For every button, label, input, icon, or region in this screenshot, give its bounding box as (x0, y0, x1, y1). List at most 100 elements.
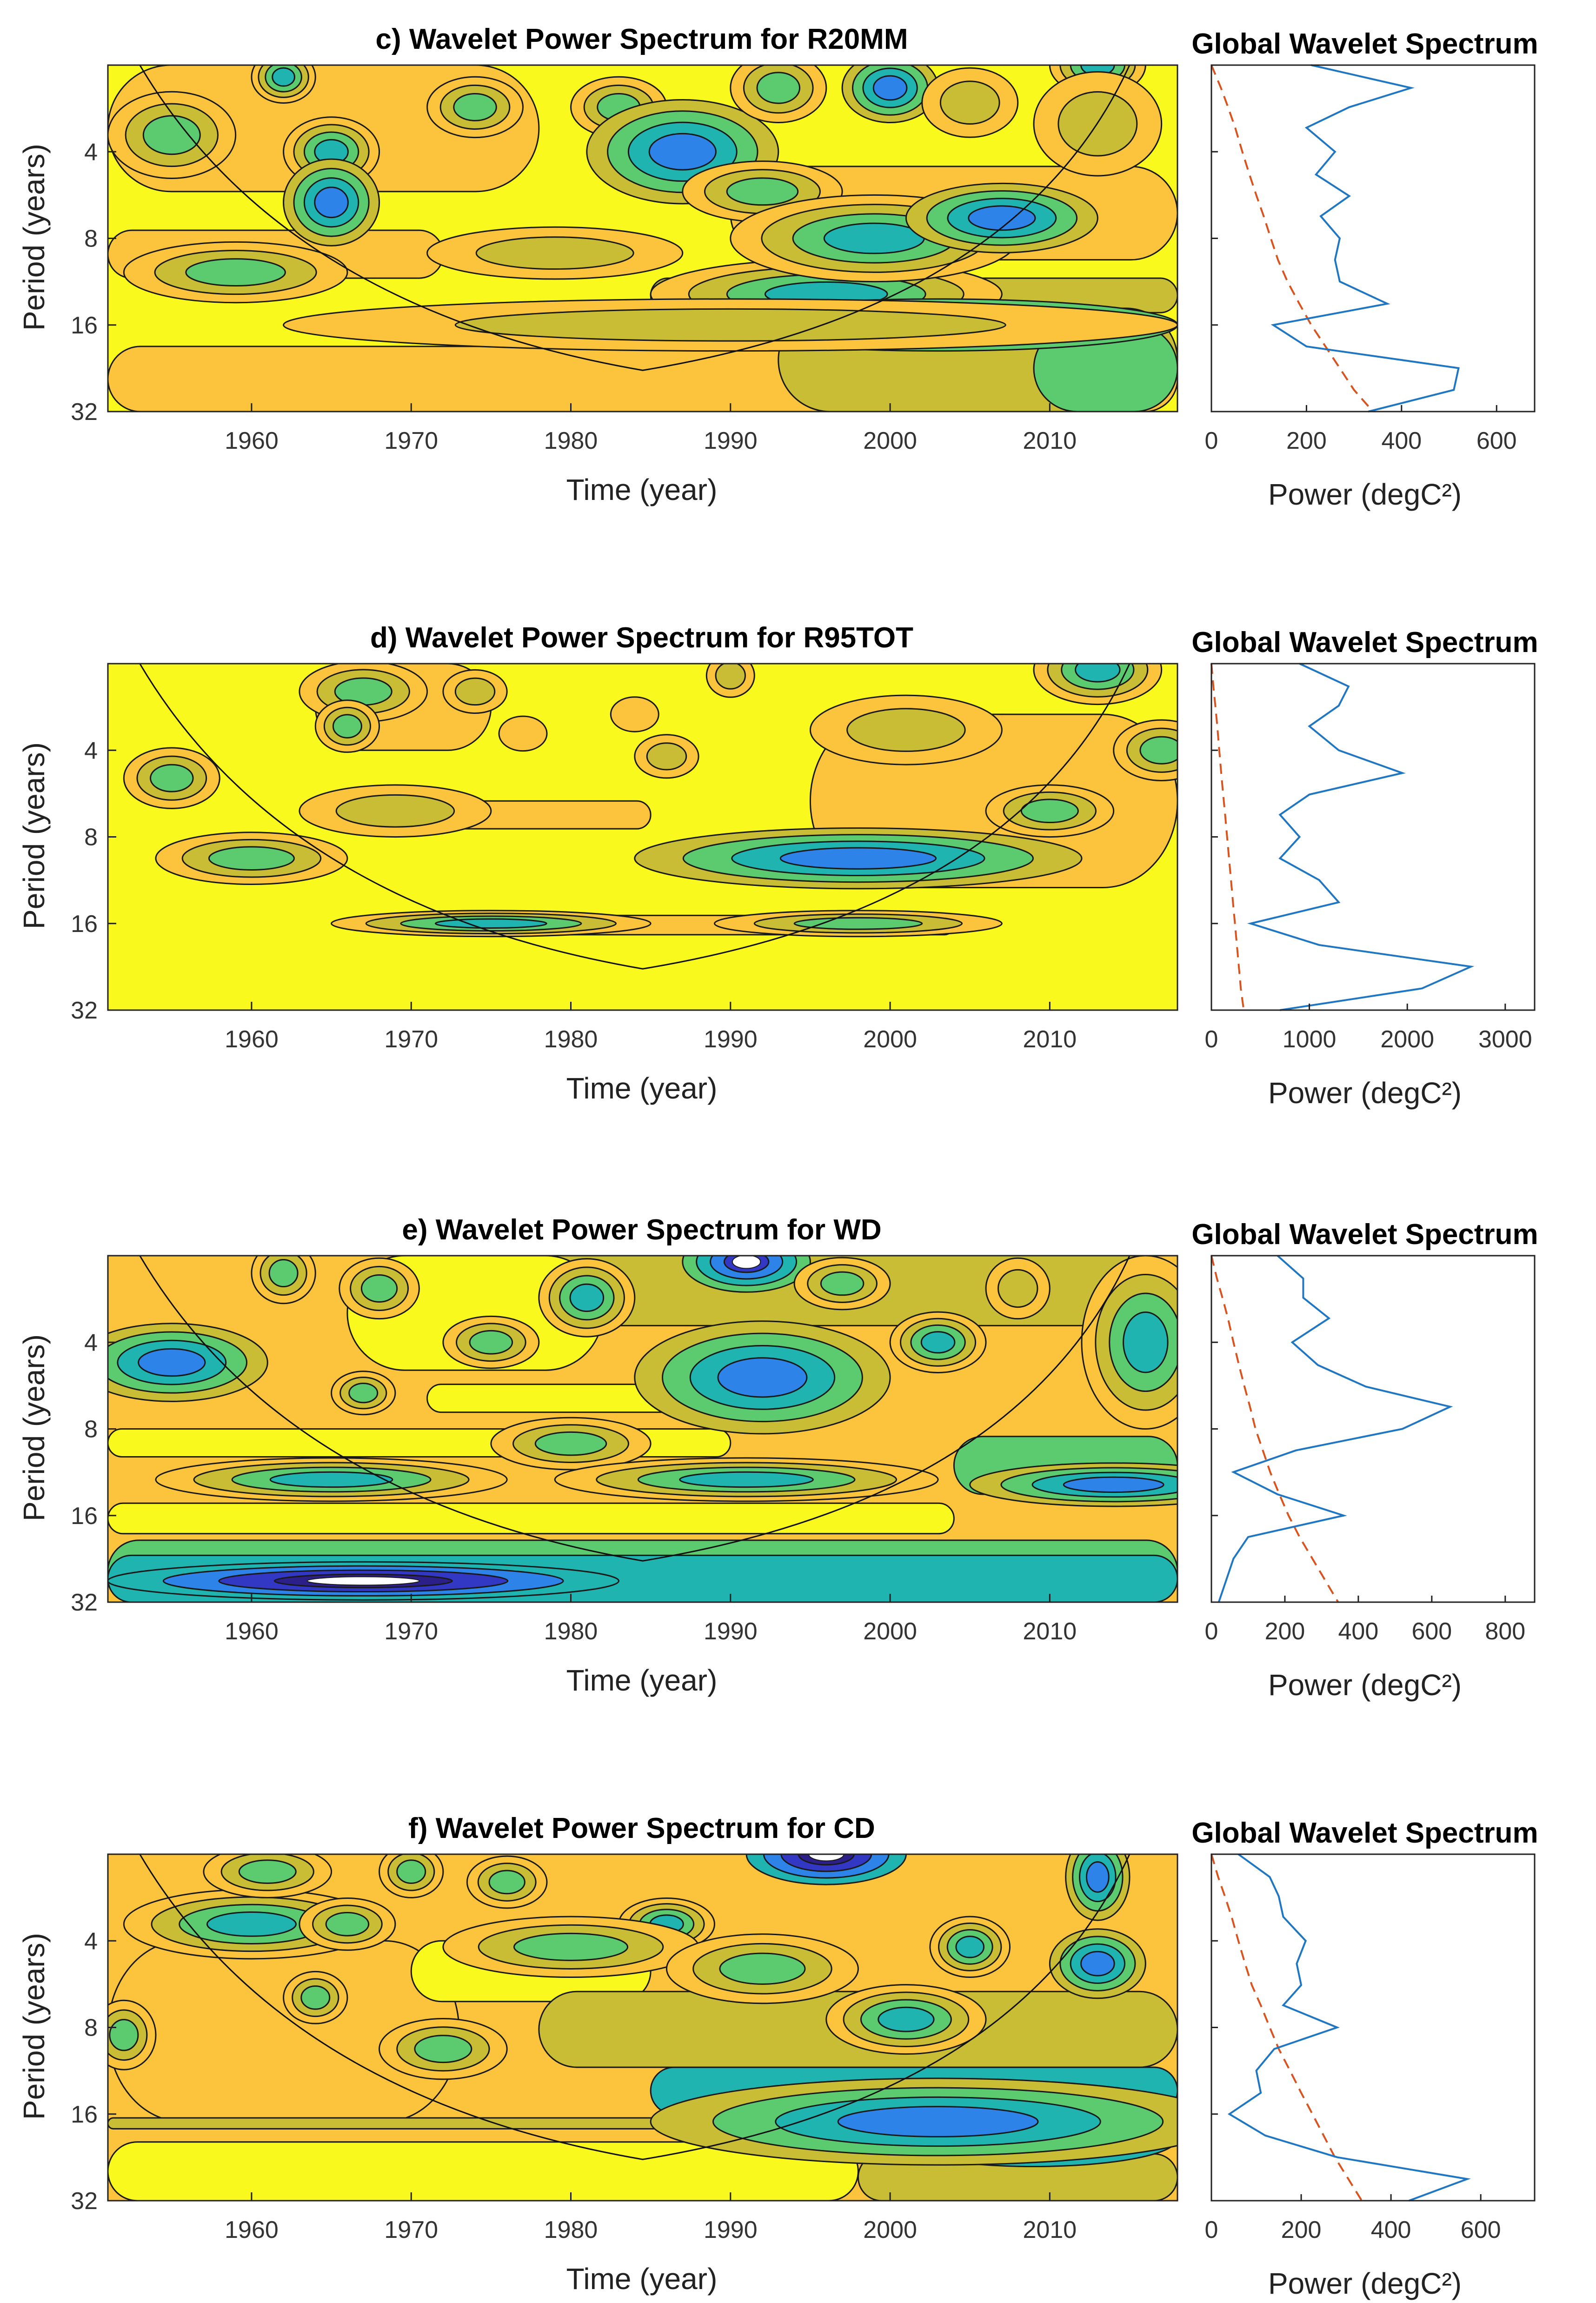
gws-x-tick-label: 400 (1371, 2216, 1411, 2243)
x-tick-label: 1960 (225, 1618, 279, 1645)
significance-line (1210, 663, 1245, 1011)
x-tick-label: 1980 (544, 2216, 598, 2243)
y-tick-label: 4 (84, 1329, 98, 1356)
wavelet-power-plot: 1960 1970 1980 1990 2000 2010 4 8 16 32 (71, 663, 1178, 1053)
x-tick-label: 1990 (704, 2216, 758, 2243)
y-tick-label: 16 (71, 1503, 98, 1530)
contour-level (726, 177, 799, 206)
contour-level (920, 1331, 956, 1354)
contour-level (475, 236, 634, 270)
panel-cd: f) Wavelet Power Spectrum for CD Global … (17, 1812, 1538, 2300)
contour-level (756, 72, 801, 104)
global-power-line (1270, 64, 1460, 413)
global-spectrum-plot: 0 200 400 600 800 (1205, 1255, 1536, 1645)
cone-of-influence (139, 1854, 1130, 2160)
gws-title: Global Wavelet Spectrum (1191, 1218, 1538, 1251)
gws-x-tick-label: 600 (1411, 1618, 1452, 1645)
contour-level (779, 847, 937, 870)
y-tick-label: 32 (71, 2188, 98, 2215)
gws-title: Global Wavelet Spectrum (1191, 28, 1538, 60)
contour-band (108, 1502, 955, 1535)
wps-xlabel: Time (year) (566, 1072, 718, 1105)
y-tick-label: 32 (71, 399, 98, 426)
wps-xlabel: Time (year) (566, 2262, 718, 2296)
contour-level (793, 917, 923, 930)
contour-level (185, 258, 286, 287)
contour-level (955, 1936, 985, 1958)
contour-level (997, 1269, 1038, 1308)
global-spectrum-plot: 0 200 400 600 (1205, 64, 1536, 454)
x-tick-label: 2010 (1023, 1026, 1077, 1053)
panel-wd: e) Wavelet Power Spectrum for WD Global … (17, 1214, 1538, 1702)
cone-of-influence (139, 664, 1130, 970)
power-field (108, 1854, 1177, 2201)
contour-level (414, 2035, 472, 2063)
contour-level (469, 1330, 513, 1355)
global-spectrum-plot: 0 1000 2000 3000 (1205, 663, 1536, 1053)
gws-x-tick-label: 0 (1205, 427, 1218, 454)
x-tick-label: 1980 (544, 1026, 598, 1053)
gws-x-tick-label: 0 (1205, 1618, 1218, 1645)
x-tick-label: 2000 (863, 1026, 917, 1053)
wps-xlabel: Time (year) (566, 1664, 718, 1697)
gws-x-tick-label: 1000 (1283, 1026, 1337, 1053)
panel-r95tot: d) Wavelet Power Spectrum for R95TOT Glo… (17, 622, 1538, 1110)
contour-level (1063, 1476, 1164, 1493)
x-tick-label: 1970 (384, 2216, 438, 2243)
y-tick-label: 8 (84, 2015, 98, 2042)
y-tick-label: 16 (71, 312, 98, 339)
contour-level (846, 708, 966, 752)
global-power-line (1247, 663, 1475, 1011)
contour-level (396, 1859, 426, 1884)
x-tick-label: 2010 (1023, 2216, 1077, 2243)
gws-background (1211, 65, 1535, 412)
global-power-line (1227, 1853, 1471, 2202)
peak-level (732, 1256, 761, 1269)
significance-line (1210, 1255, 1339, 1603)
gws-x-tick-label: 0 (1205, 1026, 1218, 1053)
gws-x-tick-label: 800 (1485, 1618, 1525, 1645)
x-tick-label: 1970 (384, 1618, 438, 1645)
contour-level (939, 80, 1000, 125)
contour-level (434, 918, 547, 929)
wps-xlabel: Time (year) (566, 473, 718, 506)
contour-level (454, 308, 1006, 342)
gws-x-tick-label: 3000 (1478, 1026, 1532, 1053)
contour-level (332, 714, 362, 739)
gws-x-tick-label: 600 (1476, 427, 1517, 454)
contour-level (1139, 736, 1177, 765)
x-tick-label: 2010 (1023, 427, 1077, 454)
contour-level (1075, 664, 1121, 683)
y-tick-label: 4 (84, 1928, 98, 1955)
cone-of-influence (139, 65, 1130, 371)
x-tick-label: 1990 (704, 1026, 758, 1053)
contour-level (360, 1274, 398, 1303)
gws-title: Global Wavelet Spectrum (1191, 626, 1538, 659)
gws-xlabel: Power (degC²) (1268, 1668, 1462, 1702)
gws-x-tick-label: 200 (1281, 2216, 1322, 2243)
x-tick-label: 1990 (704, 427, 758, 454)
gws-x-tick-label: 600 (1461, 2216, 1501, 2243)
x-tick-label: 2000 (863, 2216, 917, 2243)
x-tick-label: 1960 (225, 1026, 279, 1053)
contour-level (646, 742, 687, 771)
wps-title: f) Wavelet Power Spectrum for CD (408, 1812, 875, 1844)
contour-level (150, 764, 194, 792)
contour-level (878, 2006, 935, 2032)
contour-level (300, 1985, 331, 2010)
contour-level (498, 715, 548, 752)
contour-level (1123, 1311, 1169, 1373)
x-tick-label: 1970 (384, 427, 438, 454)
y-tick-label: 32 (71, 997, 98, 1024)
contour-level (513, 1932, 629, 1961)
significance-line (1210, 65, 1374, 413)
x-tick-label: 2000 (863, 1618, 917, 1645)
y-tick-label: 4 (84, 737, 98, 764)
y-tick-label: 8 (84, 226, 98, 253)
contour-level (208, 846, 295, 871)
y-tick-label: 32 (71, 1589, 98, 1616)
x-tick-label: 2010 (1023, 1618, 1077, 1645)
wps-title: c) Wavelet Power Spectrum for R20MM (376, 23, 908, 55)
contour-level (534, 1431, 607, 1456)
